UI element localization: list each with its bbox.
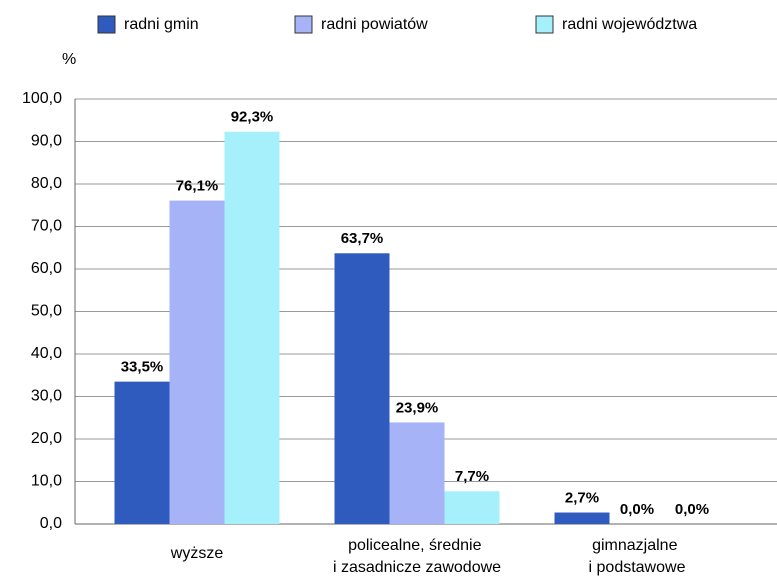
bar [224, 131, 280, 524]
bar [334, 253, 390, 524]
x-tick-label: policealne, średnie i zasadnicze zawodow… [333, 537, 501, 576]
y-tick-label: 10,0 [31, 473, 62, 490]
value-label: 2,7% [565, 489, 599, 506]
value-label: 63,7% [341, 230, 384, 247]
bar [114, 381, 170, 524]
y-tick-label: 100,0 [22, 90, 62, 107]
y-tick-label: 80,0 [31, 175, 62, 192]
value-label: 92,3% [231, 109, 274, 126]
y-tick-label: 40,0 [31, 345, 62, 362]
value-label: 33,5% [121, 359, 164, 376]
value-label: 0,0% [675, 501, 709, 518]
value-label: 23,9% [396, 399, 439, 416]
bar [389, 422, 445, 524]
y-tick-label: 50,0 [31, 303, 62, 320]
legend-swatch [535, 15, 554, 34]
x-tick-label: gimnazjalne i podstawowe [589, 537, 686, 576]
legend-label: radni powiatów [321, 16, 428, 33]
bar [554, 512, 610, 524]
y-tick-label: 30,0 [31, 388, 62, 405]
y-axis-label: % [62, 51, 76, 68]
y-tick-label: 20,0 [31, 430, 62, 447]
value-label: 7,7% [455, 468, 489, 485]
legend-label: radni gmin [124, 16, 199, 33]
y-tick-label: 70,0 [31, 218, 62, 235]
y-tick-label: 60,0 [31, 260, 62, 277]
value-label: 0,0% [620, 501, 654, 518]
legend-swatch [294, 15, 313, 34]
bar [169, 200, 225, 524]
x-tick-label: wyższe [170, 545, 224, 562]
y-tick-label: 90,0 [31, 133, 62, 150]
value-label: 76,1% [176, 178, 219, 195]
legend-swatch [97, 15, 116, 34]
y-tick-label: 0,0 [40, 515, 62, 532]
legend-label: radni województwa [562, 16, 697, 33]
bar [444, 491, 500, 524]
